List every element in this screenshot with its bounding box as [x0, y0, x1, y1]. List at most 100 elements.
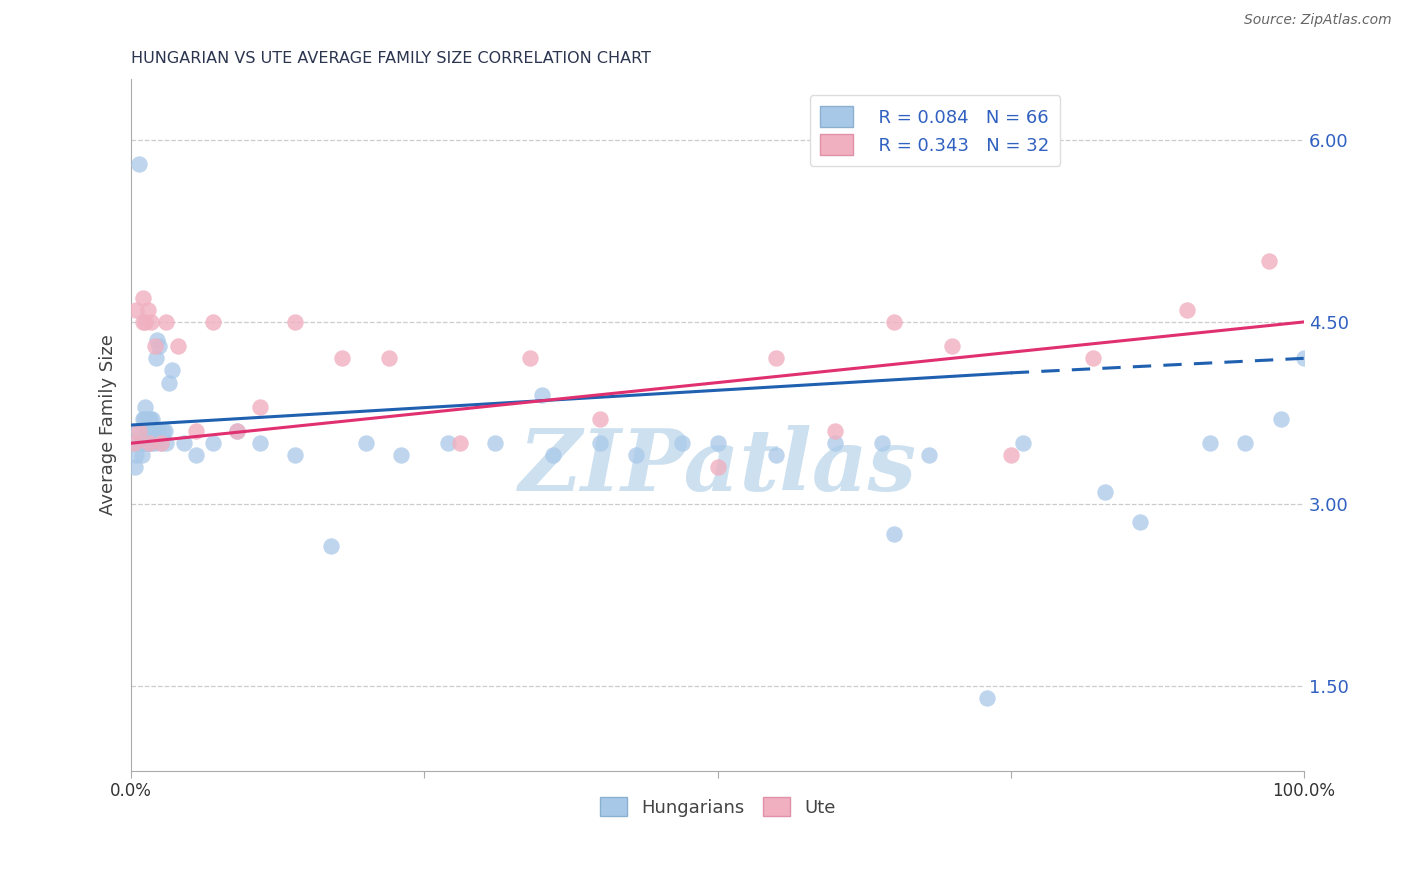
Point	[330, 351, 353, 366]
Point	[145, 351, 167, 366]
Point	[882, 315, 904, 329]
Point	[389, 448, 412, 462]
Point	[284, 315, 307, 329]
Point	[1000, 448, 1022, 462]
Point	[1199, 436, 1222, 450]
Point	[624, 448, 647, 462]
Point	[152, 424, 174, 438]
Y-axis label: Average Family Size: Average Family Size	[100, 334, 117, 516]
Point	[249, 436, 271, 450]
Point	[378, 351, 401, 366]
Text: Source: ZipAtlas.com: Source: ZipAtlas.com	[1244, 13, 1392, 28]
Point	[167, 339, 190, 353]
Point	[149, 436, 172, 450]
Point	[122, 436, 145, 450]
Point	[157, 376, 180, 390]
Point	[155, 315, 177, 329]
Point	[149, 436, 172, 450]
Point	[437, 436, 460, 450]
Point	[124, 460, 146, 475]
Point	[141, 412, 163, 426]
Point	[543, 448, 565, 462]
Point	[1292, 351, 1315, 366]
Point	[765, 448, 787, 462]
Point	[136, 424, 159, 438]
Point	[135, 424, 157, 438]
Point	[284, 448, 307, 462]
Point	[142, 424, 165, 438]
Point	[202, 315, 225, 329]
Point	[128, 157, 150, 171]
Point	[125, 302, 148, 317]
Point	[143, 339, 166, 353]
Point	[225, 424, 247, 438]
Point	[125, 448, 148, 462]
Point	[134, 315, 156, 329]
Point	[134, 436, 156, 450]
Point	[1011, 436, 1033, 450]
Point	[132, 291, 155, 305]
Point	[135, 412, 157, 426]
Point	[148, 339, 170, 353]
Point	[589, 436, 612, 450]
Point	[131, 448, 153, 462]
Point	[138, 412, 160, 426]
Point	[129, 436, 152, 450]
Point	[127, 436, 149, 450]
Point	[706, 436, 728, 450]
Point	[1081, 351, 1104, 366]
Point	[138, 424, 160, 438]
Point	[139, 436, 162, 450]
Point	[127, 424, 149, 438]
Point	[589, 412, 612, 426]
Point	[132, 412, 155, 426]
Point	[138, 436, 160, 450]
Point	[706, 460, 728, 475]
Point	[141, 315, 163, 329]
Point	[530, 387, 553, 401]
Point	[671, 436, 693, 450]
Point	[122, 436, 145, 450]
Text: ZIPatlas: ZIPatlas	[519, 425, 917, 508]
Point	[202, 436, 225, 450]
Point	[824, 424, 846, 438]
Point	[249, 400, 271, 414]
Point	[134, 436, 156, 450]
Legend: Hungarians, Ute: Hungarians, Ute	[592, 790, 842, 824]
Point	[1175, 302, 1198, 317]
Text: HUNGARIAN VS UTE AVERAGE FAMILY SIZE CORRELATION CHART: HUNGARIAN VS UTE AVERAGE FAMILY SIZE COR…	[131, 51, 651, 66]
Point	[184, 424, 207, 438]
Point	[155, 424, 177, 438]
Point	[1234, 436, 1257, 450]
Point	[141, 436, 163, 450]
Point	[132, 436, 155, 450]
Point	[134, 412, 156, 426]
Point	[225, 424, 247, 438]
Point	[139, 412, 162, 426]
Point	[1270, 412, 1292, 426]
Point	[824, 436, 846, 450]
Point	[155, 436, 177, 450]
Point	[132, 315, 155, 329]
Point	[519, 351, 541, 366]
Point	[148, 424, 170, 438]
Point	[1094, 484, 1116, 499]
Point	[136, 302, 159, 317]
Point	[173, 436, 195, 450]
Point	[319, 539, 342, 553]
Point	[1129, 515, 1152, 529]
Point	[918, 448, 941, 462]
Point	[162, 363, 184, 377]
Point	[354, 436, 377, 450]
Point	[146, 333, 169, 347]
Point	[765, 351, 787, 366]
Point	[941, 339, 963, 353]
Point	[882, 527, 904, 541]
Point	[136, 436, 159, 450]
Point	[870, 436, 893, 450]
Point	[128, 424, 150, 438]
Point	[484, 436, 506, 450]
Point	[143, 436, 166, 450]
Point	[976, 690, 998, 705]
Point	[1257, 254, 1279, 268]
